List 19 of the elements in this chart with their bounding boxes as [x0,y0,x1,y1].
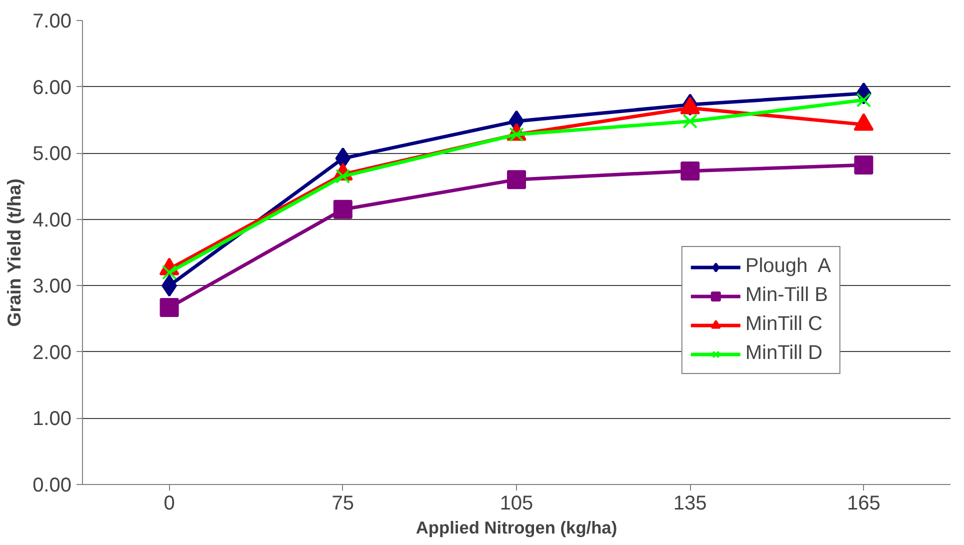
x-tick-label: 0 [164,492,175,514]
x-tick-label: 165 [847,492,880,514]
x-axis-title: Applied Nitrogen (kg/ha) [416,518,618,538]
y-tick-label: 3.00 [32,276,72,298]
legend-label: Plough A [745,255,831,278]
y-tick-label: 0.00 [32,474,72,496]
y-tick-label: 5.00 [32,143,72,166]
legend-label: MinTill C [745,313,822,336]
y-tick-label: 2.00 [32,342,72,364]
x-tick-label: 135 [673,492,707,514]
y-axis-title: Grain Yield (t/ha) [4,178,25,327]
y-tick-label: 7.00 [32,10,72,32]
legend-label: MinTill D [745,342,822,365]
y-tick-label: 6.00 [32,76,72,99]
y-tick-label: 1.00 [32,408,72,430]
x-tick-label: 105 [500,492,534,514]
legend-label: Min-Till B [745,284,828,307]
x-tick-label: 75 [332,492,354,514]
y-tick-label: 4.00 [32,209,72,232]
